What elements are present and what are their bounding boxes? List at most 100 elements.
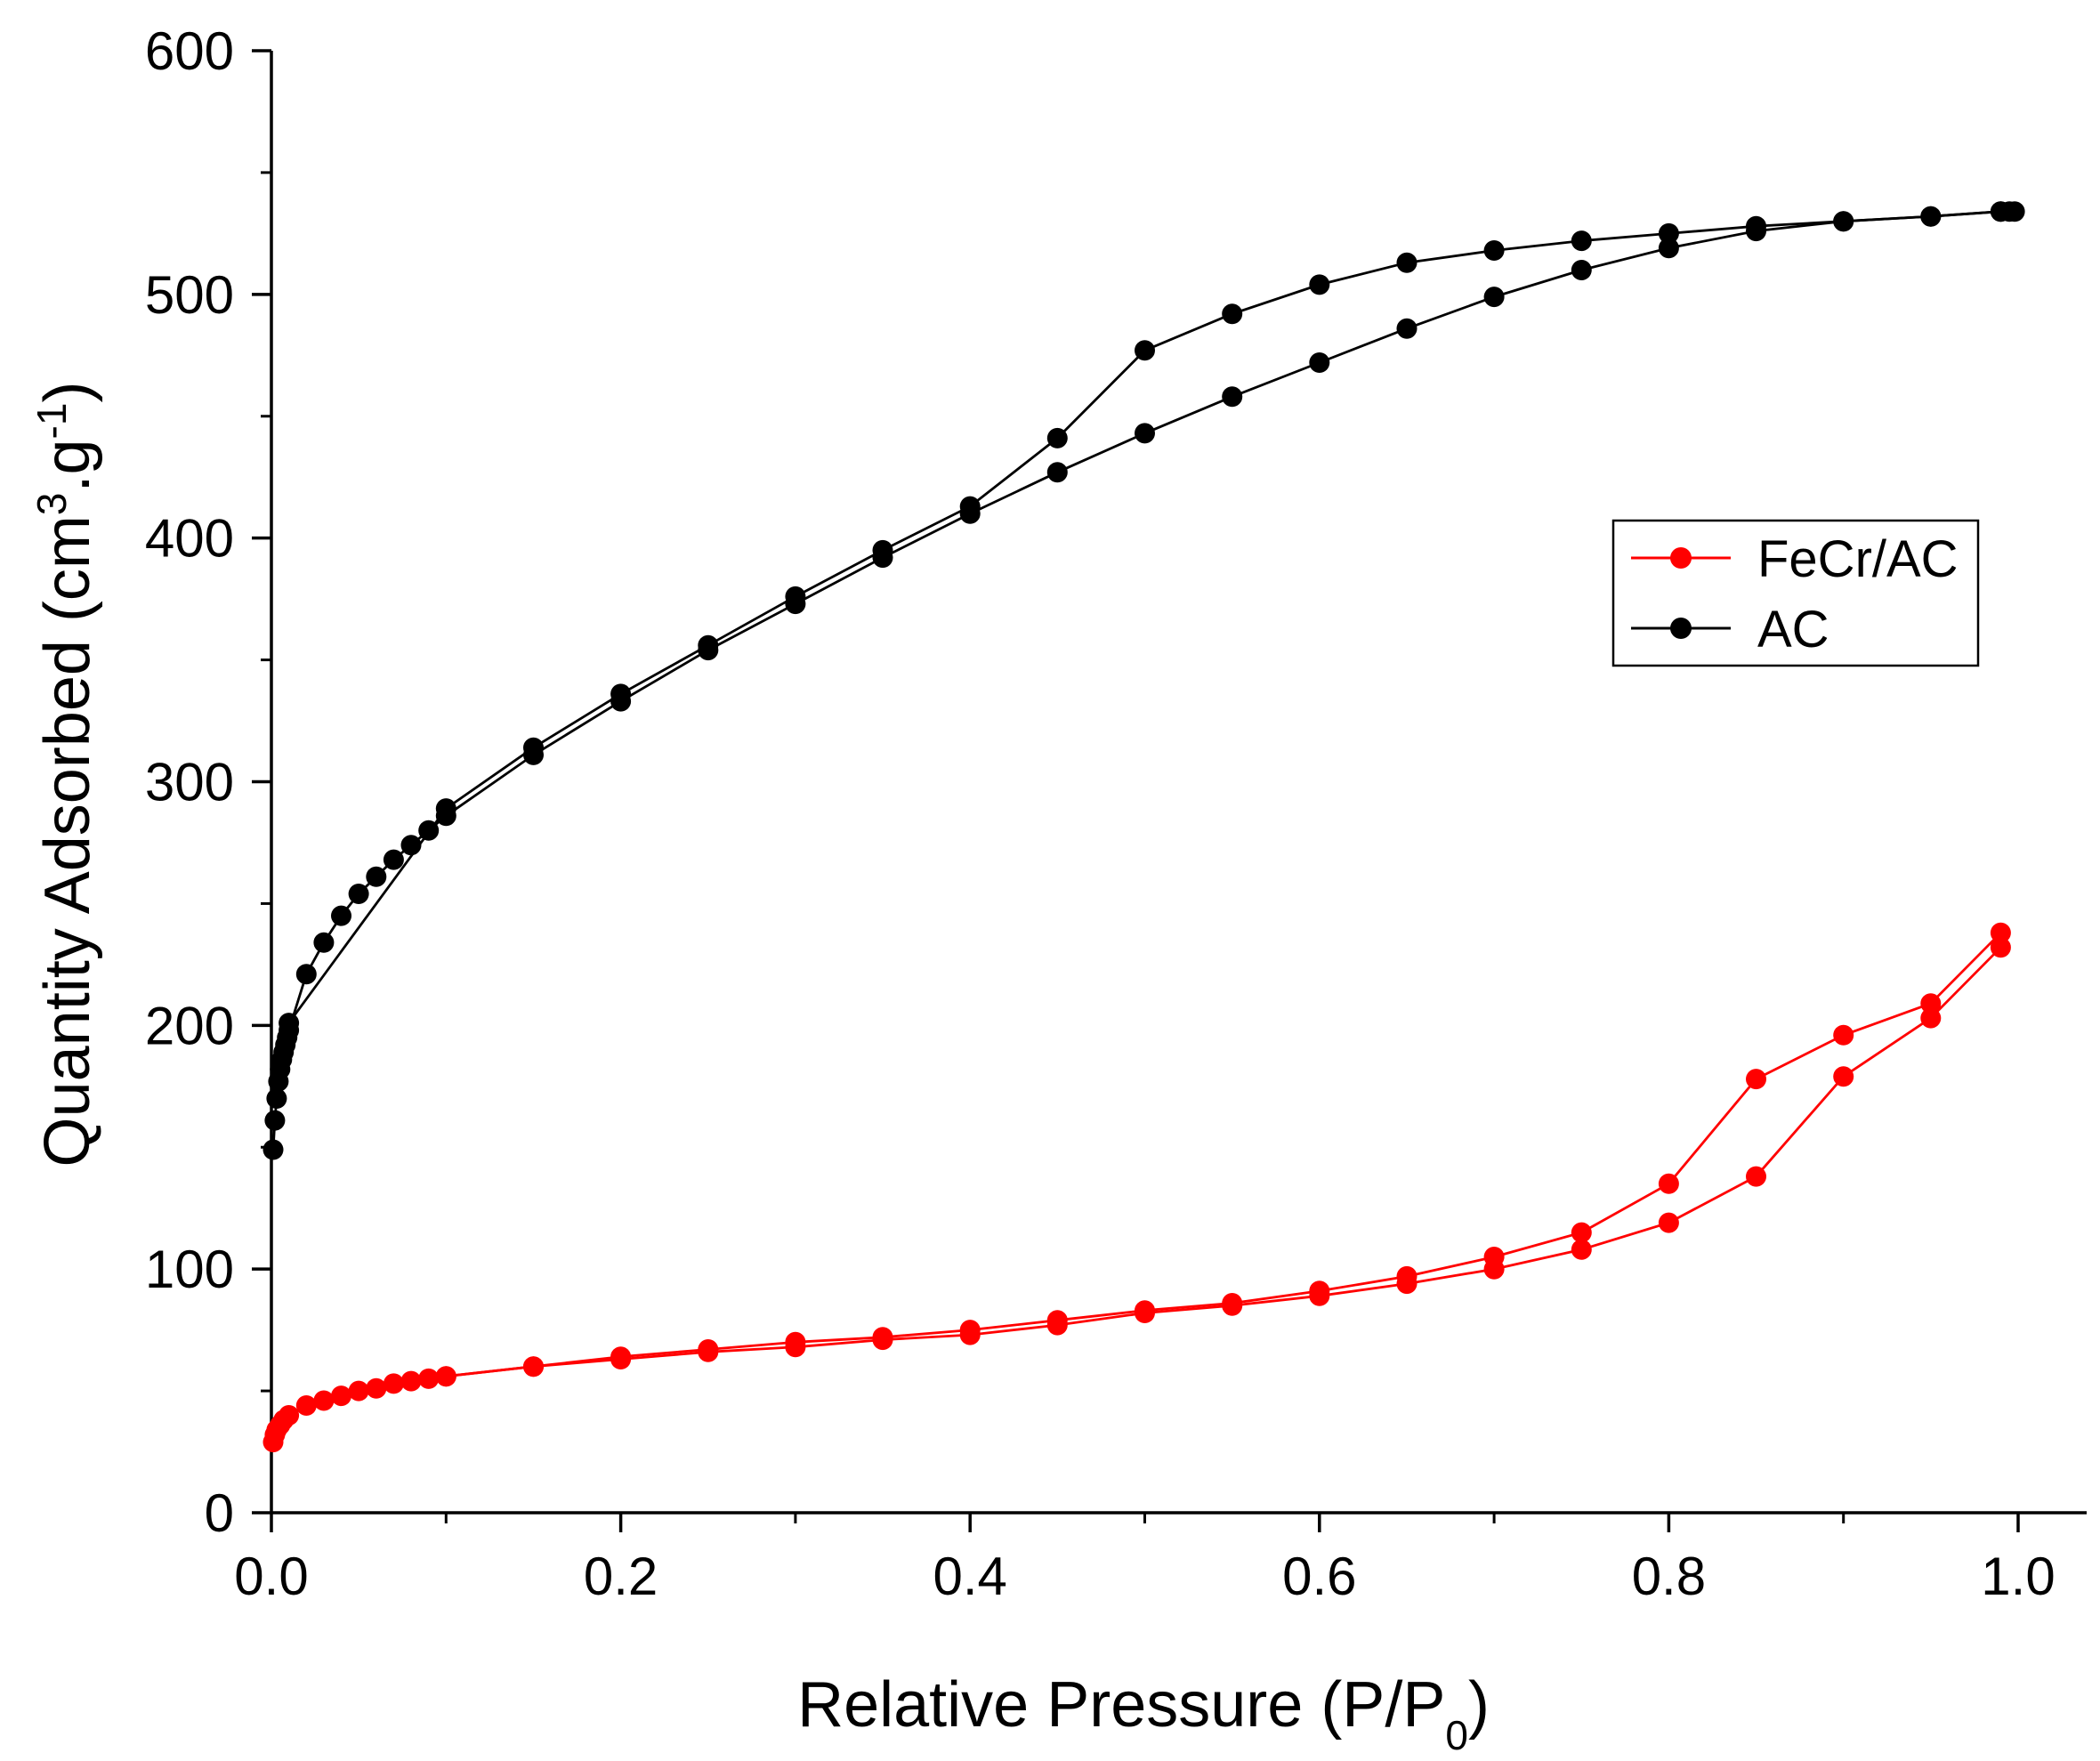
ac-desorption-point <box>785 586 806 607</box>
ac-adsorption-point <box>1309 352 1330 373</box>
fecr-ac-desorption-point <box>1222 1293 1243 1313</box>
ac-adsorption-point <box>1571 260 1592 280</box>
fecr-ac-adsorption-point <box>313 1390 335 1411</box>
ac-adsorption-point <box>1396 318 1418 339</box>
fecr-ac-adsorption-point <box>279 1405 300 1426</box>
ac-adsorption-point <box>1222 386 1243 408</box>
x-tick-label: 0.0 <box>234 1547 308 1606</box>
x-tick-label: 0.8 <box>1632 1547 1706 1606</box>
fecr-ac-adsorption-point <box>1658 1212 1679 1233</box>
ac-desorption-point <box>872 539 893 561</box>
ac-adsorption-point <box>331 905 351 926</box>
y-tick-label: 200 <box>145 996 234 1055</box>
ac-adsorption-point <box>383 849 404 870</box>
legend-marker-ac <box>1670 618 1692 639</box>
ac-desorption-point <box>1833 211 1854 232</box>
y-tick-label: 600 <box>145 21 234 81</box>
fecr-ac-adsorption-point <box>331 1385 351 1407</box>
series-layer <box>262 201 2025 1453</box>
y-tick-label: 400 <box>145 509 234 569</box>
fecr-ac-adsorption-point <box>295 1395 317 1416</box>
ac-adsorption-point <box>262 1139 284 1160</box>
x-tick-label: 0.4 <box>933 1547 1006 1606</box>
ac-desorption-point <box>1746 215 1766 237</box>
fecr-ac-desorption-point <box>1746 1069 1766 1090</box>
fecr-ac-adsorption-point <box>400 1370 422 1392</box>
ac-adsorption-point <box>313 932 335 953</box>
fecr-ac-desorption-point <box>1046 1310 1068 1331</box>
y-tick-label: 100 <box>145 1240 234 1299</box>
fecr-ac-adsorption-point <box>418 1368 440 1389</box>
fecr-ac-desorption-point <box>610 1346 632 1368</box>
x-tick-label: 1.0 <box>1981 1547 2055 1606</box>
ac-desorption-point <box>279 1013 300 1034</box>
y-tick-label: 0 <box>205 1483 234 1543</box>
ac-desorption-point <box>1658 222 1679 244</box>
ac-desorption-point <box>1135 340 1155 361</box>
fecr-ac-adsorption-point <box>366 1377 387 1399</box>
ac-desorption-point <box>1396 252 1418 273</box>
ac-desorption-point <box>523 737 544 758</box>
fecr-ac-adsorption-point <box>1833 1066 1854 1087</box>
fecr-ac-desorption-point <box>1833 1024 1854 1046</box>
series-ac <box>262 201 2025 1160</box>
ac-adsorption-point <box>266 1088 287 1109</box>
ac-adsorption-point <box>1135 423 1155 444</box>
ac-adsorption-point <box>1046 462 1068 483</box>
fecr-ac-desorption-point <box>698 1339 719 1360</box>
ac-adsorption-point <box>1658 238 1679 259</box>
fecr-ac-adsorption-point <box>1920 1007 1942 1029</box>
fecr-ac-desorption-point <box>1658 1173 1679 1194</box>
y-axis-title: Quantity Adsorbed (cm3.g-1) <box>28 382 103 1167</box>
y-tick-label: 300 <box>145 753 234 812</box>
legend: FeCr/AC AC <box>1611 519 1980 667</box>
ac-adsorption-point <box>264 1110 286 1131</box>
fecr-ac-adsorption-point <box>348 1380 369 1402</box>
ac-desorption-point <box>1309 274 1330 295</box>
x-axis: 0.0 0.2 0.4 0.6 0.8 1.0 <box>234 1513 2056 1606</box>
legend-box <box>1611 519 1980 667</box>
fecr-ac-desorption-point <box>785 1331 806 1353</box>
x-axis-title: Relative Pressure (P/P0) <box>797 1669 1490 1758</box>
ac-desorption-point <box>698 634 719 656</box>
ac-desorption-point <box>610 683 632 705</box>
fecr-ac-desorption-point <box>523 1356 544 1377</box>
fecr-ac-desorption-point <box>1571 1222 1592 1243</box>
plot-frame <box>270 51 2087 1515</box>
series-fecr-ac <box>262 922 2011 1453</box>
fecr-ac-desorption-point <box>1309 1280 1330 1302</box>
fecr-ac-desorption-point <box>435 1366 456 1387</box>
fecr-ac-adsorption-point <box>1746 1166 1766 1187</box>
legend-label-ac: AC <box>1757 601 1829 658</box>
x-tick-label: 0.6 <box>1282 1547 1356 1606</box>
fecr-ac-desorption-point <box>1483 1247 1505 1267</box>
y-tick-label: 500 <box>145 265 234 325</box>
ac-desorption-point <box>435 798 456 820</box>
fecr-ac-desorption-point <box>1920 993 1942 1014</box>
fecr-ac-adsorption-point <box>1571 1239 1592 1260</box>
ac-adsorption-point <box>348 884 369 904</box>
ac-desorption-point <box>959 496 981 517</box>
x-tick-label: 0.2 <box>584 1547 658 1606</box>
fecr-ac-adsorption-point <box>383 1373 404 1394</box>
ac-desorption-point <box>1920 206 1942 227</box>
ac-adsorption-point <box>366 866 387 887</box>
fecr-ac-desorption-point <box>872 1327 893 1348</box>
fecr-ac-desorption-point <box>1135 1300 1155 1321</box>
fecr-ac-desorption-point <box>959 1320 981 1341</box>
ac-desorption-point <box>1571 230 1592 252</box>
ac-adsorption-point <box>295 964 317 985</box>
fecr-ac-desorption-point <box>1990 922 2011 943</box>
y-axis: 0 100 200 300 400 500 600 <box>145 21 271 1543</box>
legend-label-fecr-ac: FeCr/AC <box>1757 530 1959 588</box>
ac-adsorption-point <box>1483 287 1505 308</box>
fecr-ac-desorption-point <box>1396 1265 1418 1287</box>
ac-desorption-point <box>1483 240 1505 261</box>
ac-desorption-point <box>1990 201 2011 222</box>
ac-desorption-point <box>1046 427 1068 448</box>
ac-desorption-point <box>1222 303 1243 325</box>
fecr-ac-adsorption-point <box>1990 937 2011 958</box>
legend-marker-fecr-ac <box>1670 547 1692 569</box>
